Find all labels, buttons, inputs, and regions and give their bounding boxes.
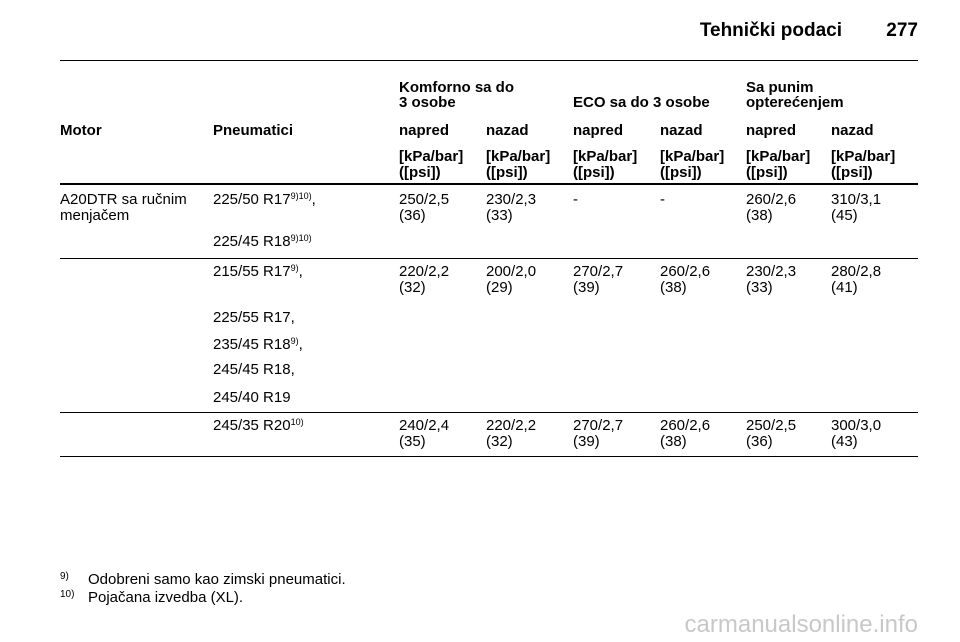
pressure-value: 260/2,6 <box>746 191 797 208</box>
pressure-value: (39) <box>573 433 600 450</box>
separator: , <box>298 336 303 353</box>
tire: 225/45 R189)10) <box>213 234 312 250</box>
unit: [kPa/bar] <box>573 148 638 165</box>
pressure-value: 260/2,6 <box>660 263 711 280</box>
tire-size: 225/45 R18 <box>213 233 291 250</box>
unit: ([psi]) <box>660 164 702 181</box>
column-header: Pneumatici <box>213 122 294 139</box>
tire: 225/55 R17, <box>213 310 295 326</box>
tire: 245/40 R19 <box>213 390 291 406</box>
pressure-value: 260/2,6 <box>660 417 711 434</box>
column-header: napred <box>399 122 450 139</box>
pressure-value: 310/3,1 <box>831 191 882 208</box>
pressure-value: 300/3,0 <box>831 417 882 434</box>
group-header: Sa punim <box>746 79 814 96</box>
tire: 235/45 R189), <box>213 337 303 353</box>
group-header: 3 osobe <box>399 94 456 111</box>
pressure-value: (35) <box>399 433 426 450</box>
page-number: 277 <box>886 20 918 41</box>
tire: 225/50 R179)10), <box>213 192 316 208</box>
pressure-value: (33) <box>486 207 513 224</box>
pressure-value: 220/2,2 <box>399 263 450 280</box>
column-header: Motor <box>60 122 102 139</box>
unit: [kPa/bar] <box>660 148 725 165</box>
pressure-value: (29) <box>486 279 513 296</box>
footnote-mark: 9) <box>60 571 69 582</box>
column-header: napred <box>746 122 797 139</box>
tire-size: 245/40 R19 <box>213 389 291 406</box>
unit: ([psi]) <box>831 164 873 181</box>
unit: [kPa/bar] <box>486 148 551 165</box>
tire-size: 225/55 R17, <box>213 309 295 326</box>
pressure-value: (45) <box>831 207 858 224</box>
unit: ([psi]) <box>486 164 528 181</box>
footnote-ref: 9)10) <box>290 233 312 243</box>
column-header: nazad <box>831 122 874 139</box>
column-header: napred <box>573 122 624 139</box>
pressure-value: (43) <box>831 433 858 450</box>
tire: 245/35 R2010) <box>213 418 304 434</box>
motor: A20DTR sa ručnim <box>60 191 187 208</box>
tire-size: 235/45 R18 <box>213 336 291 353</box>
group-header: opterećenjem <box>746 94 844 111</box>
rule <box>60 258 918 259</box>
pressure-value: (32) <box>486 433 513 450</box>
rule <box>60 60 918 61</box>
pressure-value: - <box>660 191 665 208</box>
pressure-value: 250/2,5 <box>399 191 450 208</box>
pressure-value: (36) <box>399 207 426 224</box>
pressure-value: (33) <box>746 279 773 296</box>
pressure-value: (38) <box>660 433 687 450</box>
footnote-ref: 9) <box>290 336 299 346</box>
rule <box>60 412 918 413</box>
tire-size: 225/50 R17 <box>213 191 291 208</box>
separator: , <box>311 191 316 208</box>
pressure-value: 230/2,3 <box>486 191 537 208</box>
unit: [kPa/bar] <box>831 148 896 165</box>
footnote-mark: 10) <box>60 589 75 600</box>
pressure-value: 200/2,0 <box>486 263 537 280</box>
tire: 245/45 R18, <box>213 362 295 378</box>
tire-size: 245/45 R18, <box>213 361 295 378</box>
pressure-value: 250/2,5 <box>746 417 797 434</box>
column-header: nazad <box>486 122 529 139</box>
tire: 215/55 R179), <box>213 264 303 280</box>
pressure-value: 220/2,2 <box>486 417 537 434</box>
pressure-value: 240/2,4 <box>399 417 450 434</box>
tire-size: 215/55 R17 <box>213 263 291 280</box>
pressure-value: 270/2,7 <box>573 417 624 434</box>
unit: ([psi]) <box>573 164 615 181</box>
motor: menjačem <box>60 207 130 224</box>
unit: ([psi]) <box>746 164 788 181</box>
column-header: nazad <box>660 122 703 139</box>
footnote-ref: 10) <box>290 417 304 427</box>
pressure-value: 270/2,7 <box>573 263 624 280</box>
pressure-value: 230/2,3 <box>746 263 797 280</box>
pressure-value: (41) <box>831 279 858 296</box>
unit: [kPa/bar] <box>399 148 464 165</box>
pressure-value: - <box>573 191 578 208</box>
pressure-value: (38) <box>660 279 687 296</box>
rule <box>60 183 918 185</box>
pressure-value: (39) <box>573 279 600 296</box>
unit: [kPa/bar] <box>746 148 811 165</box>
tire-size: 245/35 R20 <box>213 417 291 434</box>
footnote-text: Odobreni samo kao zimski pneumatici. <box>88 571 346 588</box>
footnote-text: Pojačana izvedba (XL). <box>88 589 244 606</box>
page-title: Tehnički podaci <box>699 20 842 41</box>
separator: , <box>298 263 303 280</box>
group-header: ECO sa do 3 osobe <box>573 94 710 111</box>
pressure-value: (38) <box>746 207 773 224</box>
pressure-value: (36) <box>746 433 773 450</box>
group-header: Komforno sa do <box>399 79 514 96</box>
footnote-ref: 9) <box>290 263 299 273</box>
unit: ([psi]) <box>399 164 441 181</box>
pressure-value: 280/2,8 <box>831 263 882 280</box>
rule <box>60 456 918 457</box>
pressure-value: (32) <box>399 279 426 296</box>
footnote-ref: 9)10) <box>290 191 312 201</box>
watermark: carmanualsonline.info <box>684 611 918 638</box>
